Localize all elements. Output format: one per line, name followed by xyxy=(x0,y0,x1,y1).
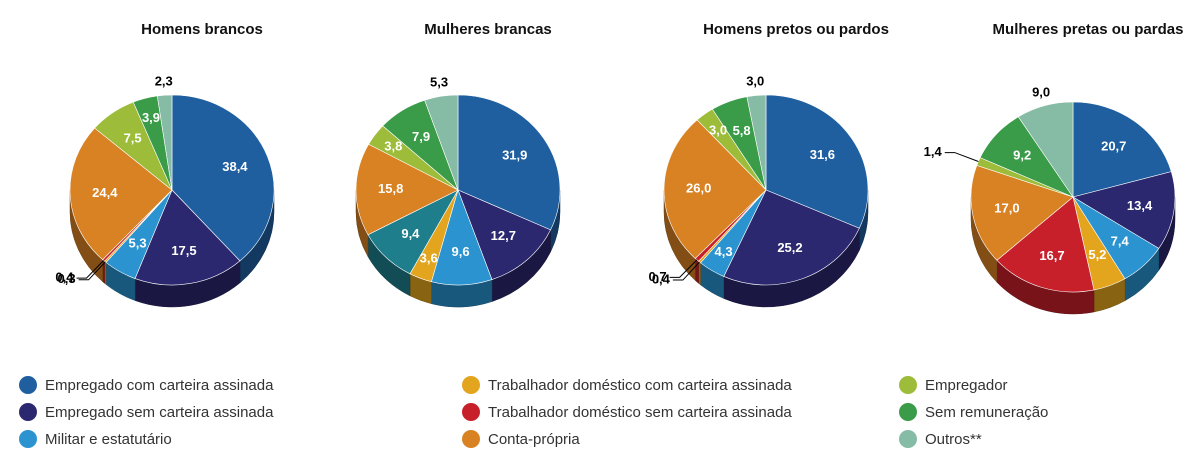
legend-swatch xyxy=(19,376,37,394)
data-label: 7,9 xyxy=(412,129,430,144)
data-label: 20,7 xyxy=(1101,139,1126,154)
legend-swatch xyxy=(899,376,917,394)
data-label: 5,8 xyxy=(733,123,751,138)
chart-title: Mulheres pretas ou pardas xyxy=(993,21,1184,38)
pie-side xyxy=(694,257,699,284)
legend-swatch xyxy=(462,430,480,448)
legend-label: Militar e estatutário xyxy=(45,431,172,448)
legend-label: Empregado sem carteira assinada xyxy=(45,404,274,421)
data-label: 38,4 xyxy=(222,159,248,174)
data-label: 0,7 xyxy=(649,269,667,284)
pie-slice xyxy=(765,94,869,229)
data-label: 0,3 xyxy=(58,271,76,286)
data-label: 5,3 xyxy=(129,235,147,250)
legend-swatch xyxy=(462,403,480,421)
leader-line xyxy=(669,259,698,278)
data-label: 24,4 xyxy=(92,185,118,200)
data-label: 4,3 xyxy=(715,244,733,259)
data-label: 1,4 xyxy=(924,144,943,159)
legend-label: Trabalhador doméstico com carteira assin… xyxy=(488,377,792,394)
pie-slice xyxy=(69,127,173,261)
legend-swatch xyxy=(19,430,37,448)
leader-line xyxy=(78,261,106,281)
pie-slice xyxy=(424,94,459,191)
chart-title: Homens pretos ou pardos xyxy=(703,21,889,38)
data-label: 9,2 xyxy=(1013,147,1031,162)
data-label: 2,3 xyxy=(155,73,173,88)
data-label: 5,2 xyxy=(1088,247,1106,262)
pie-slice xyxy=(723,189,860,286)
legend-label: Outros** xyxy=(925,431,982,448)
pie-slice xyxy=(355,143,459,236)
data-label: 17,0 xyxy=(994,201,1019,216)
chart-title: Homens brancos xyxy=(141,21,263,38)
data-label: 9,6 xyxy=(451,244,469,259)
data-label: 3,6 xyxy=(420,250,438,265)
data-label: 3,8 xyxy=(384,138,402,153)
leader-line xyxy=(76,260,104,279)
pie-slice xyxy=(996,196,1095,293)
data-label: 0,4 xyxy=(652,271,671,286)
data-label: 26,0 xyxy=(686,181,711,196)
pie-slice xyxy=(1017,101,1074,198)
pie-slice xyxy=(970,165,1074,261)
pie-side xyxy=(698,260,701,286)
data-label: 9,0 xyxy=(1032,84,1050,99)
data-label: 3,0 xyxy=(709,122,727,137)
pie-slice xyxy=(156,94,173,191)
data-label: 3,0 xyxy=(746,74,764,89)
data-label: 7,5 xyxy=(124,131,142,146)
legend-label: Empregador xyxy=(925,377,1008,394)
leader-line xyxy=(944,152,979,162)
data-label: 12,7 xyxy=(491,228,516,243)
pie-slice xyxy=(457,189,551,280)
pie-slice xyxy=(1072,101,1172,198)
data-label: 31,9 xyxy=(502,148,527,163)
legend-swatch xyxy=(899,403,917,421)
leader-line xyxy=(672,261,700,281)
data-label: 31,6 xyxy=(810,147,835,162)
pie-slice xyxy=(1072,171,1176,249)
legend-label: Trabalhador doméstico sem carteira assin… xyxy=(488,404,792,421)
legend-label: Empregado com carteira assinada xyxy=(45,377,274,394)
pie-slice xyxy=(663,119,767,259)
data-label: 16,7 xyxy=(1039,248,1064,263)
pie-slice xyxy=(134,189,241,286)
pie-slice xyxy=(457,94,561,231)
data-label: 7,4 xyxy=(1111,234,1130,249)
chart-title: Mulheres brancas xyxy=(424,21,552,38)
data-label: 13,4 xyxy=(1127,198,1153,213)
data-label: 0,4 xyxy=(55,270,74,285)
data-label: 17,5 xyxy=(171,243,196,258)
pie-slice xyxy=(171,94,275,262)
legend-label: Sem remuneração xyxy=(925,404,1048,421)
legend-swatch xyxy=(462,376,480,394)
data-label: 9,4 xyxy=(401,226,420,241)
data-label: 15,8 xyxy=(378,181,403,196)
data-label: 25,2 xyxy=(777,240,802,255)
legend-label: Conta-própria xyxy=(488,431,580,448)
data-label: 3,9 xyxy=(142,110,160,125)
data-label: 5,3 xyxy=(430,75,448,90)
pie-slice xyxy=(746,94,767,191)
legend-swatch xyxy=(899,430,917,448)
legend-swatch xyxy=(19,403,37,421)
